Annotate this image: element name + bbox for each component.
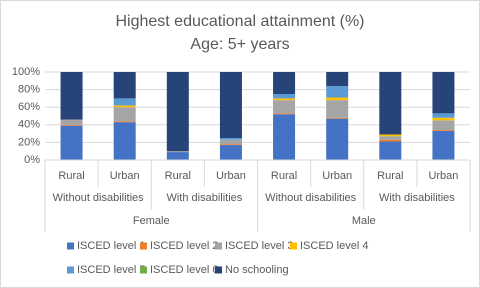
y-tick-label: 100% <box>12 66 40 78</box>
legend-label: ISCED level 3 <box>225 240 293 252</box>
subgroup-label: Without disabilities <box>265 192 357 204</box>
legend-marker <box>140 266 147 274</box>
bar-segment <box>379 139 402 142</box>
bar-segment <box>113 107 136 122</box>
legend-marker <box>290 242 297 250</box>
bar-segment <box>432 72 455 114</box>
legend-marker <box>140 242 147 250</box>
x-tick-label: Rural <box>377 170 403 182</box>
bar-segment <box>273 114 296 160</box>
bar-segment <box>326 86 349 98</box>
bar-segment <box>166 151 189 153</box>
legend-label: ISCED level 5 <box>77 264 145 276</box>
bar-segment <box>326 117 349 119</box>
bar-segment <box>432 130 455 160</box>
group-label: Female <box>133 215 170 227</box>
y-tick-label: 80% <box>18 84 40 96</box>
bar-segment <box>379 134 402 137</box>
bar-segment <box>113 122 136 160</box>
bar-segment <box>432 130 455 131</box>
x-tick-label: Urban <box>216 170 246 182</box>
y-tick-label: 40% <box>18 119 40 131</box>
x-tick-label: Urban <box>322 170 352 182</box>
subgroup-label: With disabilities <box>166 192 242 204</box>
legend-label: No schooling <box>225 264 289 276</box>
bar-segment <box>60 124 83 126</box>
bar-segment <box>60 72 83 120</box>
bar-segment <box>379 136 402 140</box>
bar-segment <box>273 100 296 114</box>
bar-segment <box>219 144 242 146</box>
bar-segment <box>379 72 402 135</box>
subgroup-label: Without disabilities <box>53 192 145 204</box>
x-tick-label: Rural <box>58 170 84 182</box>
bar-segment <box>60 119 83 125</box>
bar-segment <box>60 125 83 160</box>
legend-label: ISCED level 1 <box>77 240 145 252</box>
bar-segment <box>113 121 136 123</box>
y-tick-label: 20% <box>18 136 40 148</box>
legend-marker <box>215 242 222 250</box>
bar-segment <box>326 72 349 87</box>
legend-label: ISCED level 6 <box>150 264 218 276</box>
bar-segment <box>113 72 136 99</box>
chart-title: Highest educational attainment (%) <box>115 13 364 30</box>
bar-segment <box>432 117 455 121</box>
bar-segment <box>326 97 349 101</box>
bar-segment <box>432 120 455 131</box>
bar-segment <box>432 113 455 118</box>
bar-segment <box>273 72 296 94</box>
bar-segment <box>113 98 136 106</box>
y-tick-label: 60% <box>18 101 40 113</box>
bar-segment <box>273 113 296 115</box>
bar-segment <box>326 118 349 160</box>
bar-segment <box>219 72 242 138</box>
bar-segment <box>379 141 402 160</box>
x-tick-label: Urban <box>428 170 458 182</box>
x-tick-label: Rural <box>165 170 191 182</box>
x-tick-label: Rural <box>271 170 297 182</box>
legend-label: ISCED level 4 <box>300 240 368 252</box>
bar-segment <box>113 105 136 108</box>
group-label: Male <box>352 215 376 227</box>
chart-subtitle: Age: 5+ years <box>190 36 289 53</box>
legend-marker <box>67 242 74 250</box>
y-tick-label: 0% <box>24 154 40 166</box>
bar-segment <box>273 98 296 101</box>
legend-marker <box>215 266 222 274</box>
subgroup-label: With disabilities <box>379 192 455 204</box>
bar-segment <box>219 145 242 160</box>
x-tick-label: Urban <box>110 170 140 182</box>
bar-segment <box>326 100 349 118</box>
bar-segment <box>166 152 189 160</box>
legend-label: ISCED level 2 <box>150 240 218 252</box>
legend-marker <box>67 266 74 274</box>
bar-segment <box>219 139 242 145</box>
bar-segment <box>219 138 242 140</box>
bar-segment <box>273 94 296 99</box>
bar-segment <box>166 72 189 152</box>
